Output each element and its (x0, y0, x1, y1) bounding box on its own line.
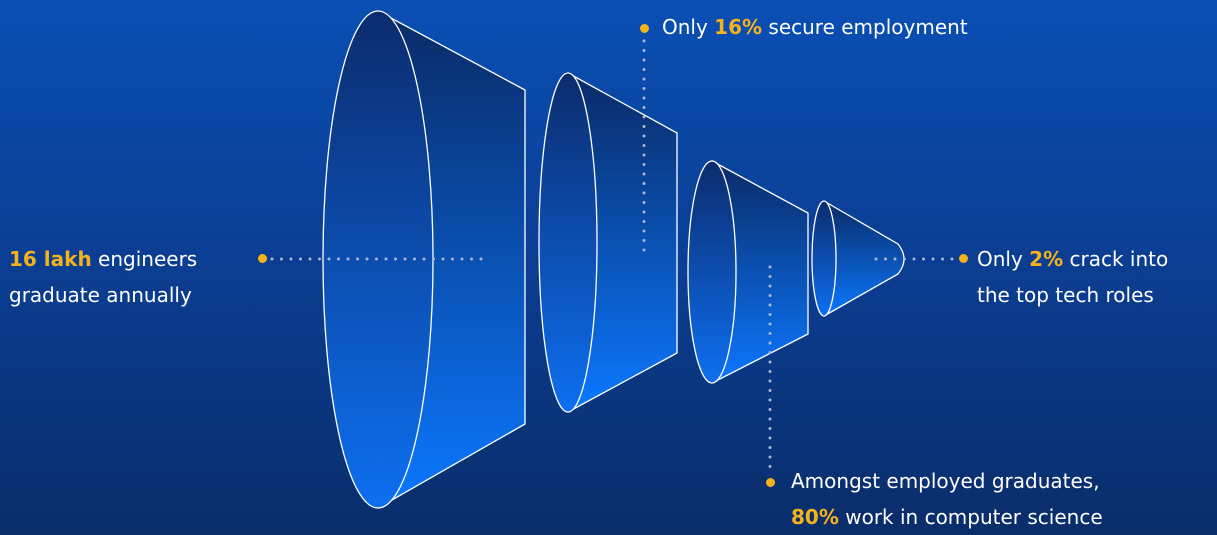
stage-2-prefix: Only (662, 15, 715, 39)
stage-1-text: engineers (91, 247, 198, 271)
stage-4-text-line2: the top tech roles (977, 283, 1154, 307)
stage-1-text-line2: graduate annually (9, 283, 192, 307)
funnel-stage-4 (811, 200, 905, 317)
stage-3-highlight: 80% (791, 505, 839, 529)
stage-1-label: 16 lakh engineers graduate annually (9, 241, 197, 313)
stage-2-highlight: 16% (714, 15, 763, 39)
stage-4-label: Only 2% crack into the top tech roles (977, 241, 1168, 313)
funnel-stage-3 (687, 160, 809, 384)
stage-3-text-line1: Amongst employed graduates, (791, 469, 1100, 493)
stage-2-text: secure employment (762, 15, 968, 39)
stage-2-label: Only 16% secure employment (662, 9, 968, 45)
stage-4-text: crack into (1063, 247, 1169, 271)
stage-4-highlight: 2% (1029, 247, 1064, 271)
stage-1-highlight: 16 lakh (9, 247, 92, 271)
stage-3-marker (766, 478, 775, 487)
stage-4-prefix: Only (977, 247, 1030, 271)
stage-3-label: Amongst employed graduates, 80% work in … (791, 463, 1103, 535)
stage-1-marker (258, 254, 267, 263)
stage-2-marker (640, 24, 649, 33)
stage-3-text: work in computer science (838, 505, 1103, 529)
stage-4-marker (959, 254, 968, 263)
funnel-stage-2 (538, 72, 678, 413)
